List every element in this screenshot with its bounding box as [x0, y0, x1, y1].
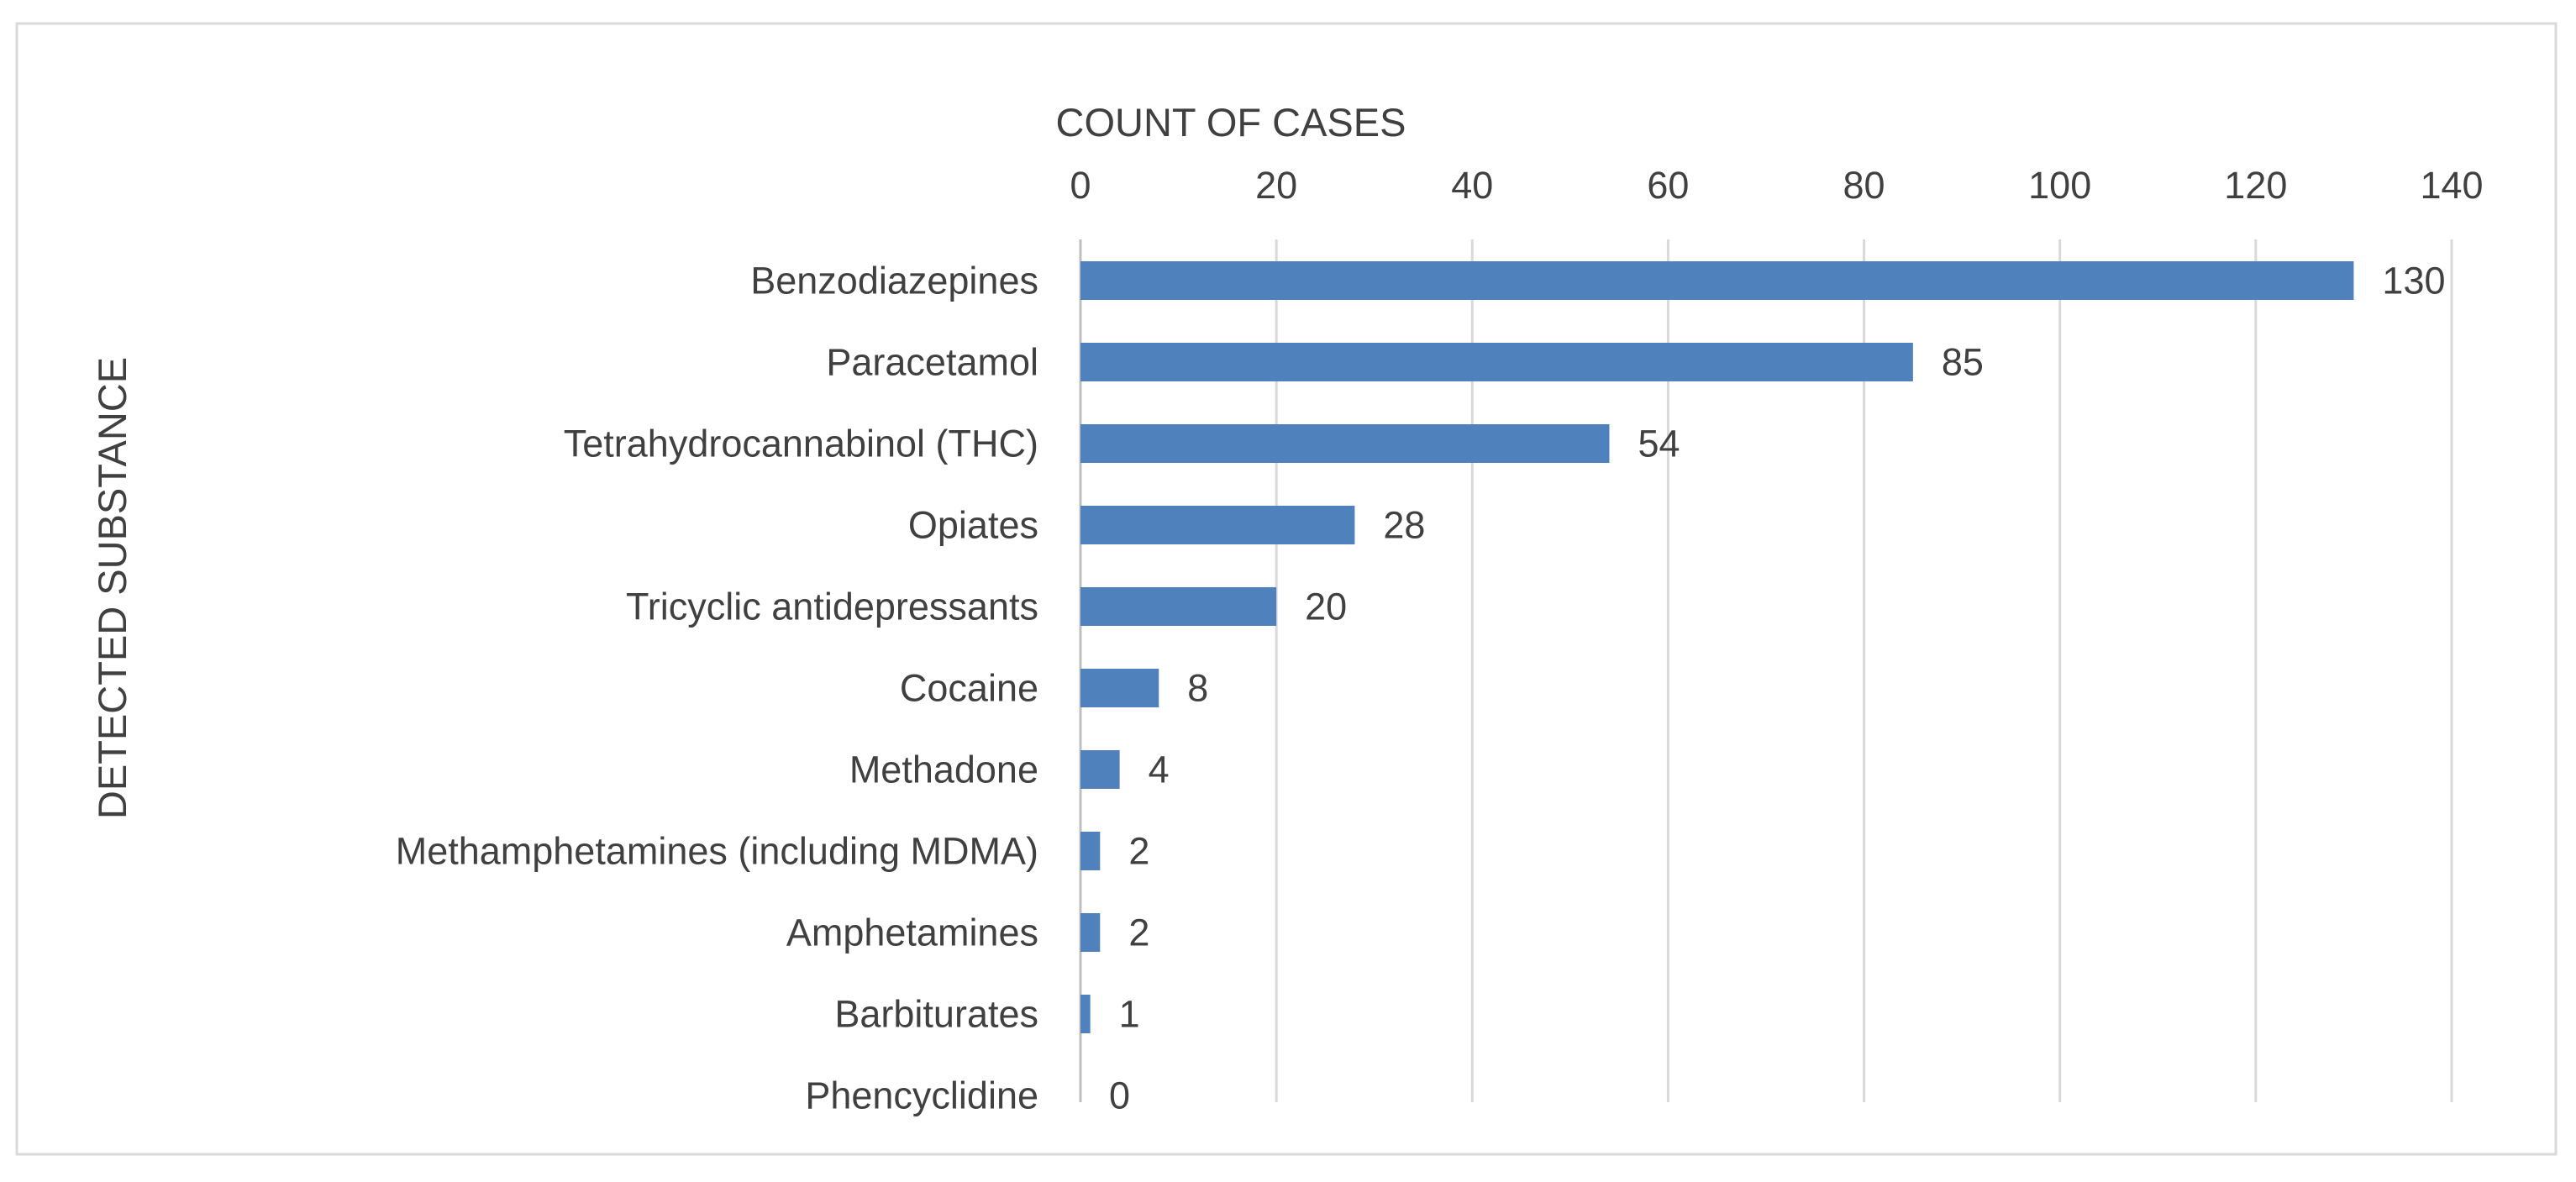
data-label: 8 [1187, 667, 1208, 710]
data-label: 4 [1149, 749, 1170, 791]
category-label: Tetrahydrocannabinol (THC) [564, 423, 1038, 465]
data-label: 0 [1109, 1074, 1130, 1117]
grid-lines [1079, 239, 2453, 1102]
bar [1080, 261, 2354, 300]
data-label: 20 [1305, 586, 1347, 628]
bar [1080, 424, 1610, 463]
x-tick-label: 20 [1255, 164, 1297, 207]
category-label: Methamphetamines (including MDMA) [396, 830, 1038, 873]
x-axis-title: COUNT OF CASES [1056, 100, 1406, 144]
data-label: 85 [1942, 341, 1984, 384]
bar [1080, 832, 1101, 870]
category-label: Opiates [908, 504, 1038, 547]
x-tick-label: 60 [1647, 164, 1689, 207]
category-label: Barbiturates [834, 993, 1038, 1036]
x-tick-label: 140 [2420, 164, 2483, 207]
category-label: Cocaine [900, 667, 1038, 710]
category-label: Tricyclic antidepressants [626, 586, 1038, 628]
category-labels: Benzodiazepines Paracetamol Tetrahydrocann… [396, 260, 1038, 1117]
x-tick-label: 0 [1070, 164, 1091, 207]
x-tick-label: 40 [1451, 164, 1493, 207]
bar [1080, 913, 1101, 952]
data-label: 28 [1383, 504, 1425, 547]
chart-border [15, 22, 2558, 1156]
data-label: 2 [1128, 830, 1149, 873]
y-axis-title: DETECTED SUBSTANCE [90, 357, 134, 819]
data-label: 2 [1128, 911, 1149, 954]
x-tick-label: 120 [2224, 164, 2287, 207]
x-tick-label: 100 [2028, 164, 2091, 207]
bar [1080, 587, 1277, 626]
category-label: Phencyclidine [805, 1074, 1038, 1117]
bar [1080, 343, 1913, 381]
data-label: 130 [2382, 260, 2445, 302]
x-axis-ticks: 0 20 40 60 80 100 120 140 [1070, 164, 2483, 207]
bars [1080, 261, 2354, 1033]
category-label: Benzodiazepines [750, 260, 1038, 302]
bar [1080, 995, 1091, 1033]
category-label: Methadone [849, 749, 1038, 791]
bar [1080, 506, 1355, 544]
category-label: Paracetamol [826, 341, 1038, 384]
category-label: Amphetamines [786, 911, 1038, 954]
data-label: 1 [1119, 993, 1140, 1036]
bar [1080, 750, 1120, 789]
x-tick-label: 80 [1843, 164, 1885, 207]
data-label: 54 [1638, 423, 1680, 465]
bar [1080, 669, 1159, 707]
